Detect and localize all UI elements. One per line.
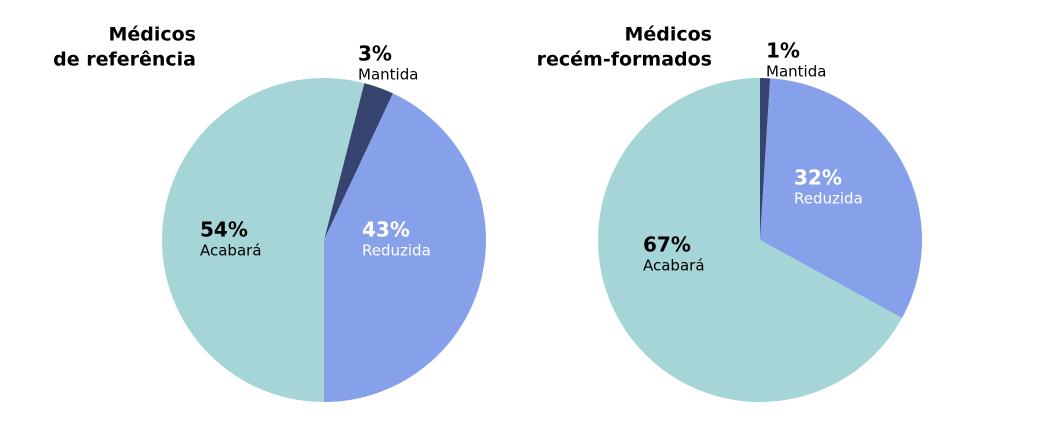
- pie-slice: [324, 83, 393, 240]
- slice-label: Reduzida: [362, 242, 431, 260]
- value-label: 3%: [358, 42, 392, 66]
- chart-title: de referência: [53, 49, 196, 71]
- value-label: 67%: [643, 233, 691, 257]
- slice-label: Acabará: [200, 242, 262, 260]
- slice-label: Acabará: [643, 257, 705, 275]
- pie-slice: [324, 93, 487, 402]
- pie-slice: [760, 78, 771, 240]
- pie-slice: [760, 78, 922, 319]
- value-label: 43%: [362, 218, 410, 242]
- value-label: 54%: [200, 218, 248, 242]
- value-label: 32%: [794, 166, 842, 190]
- slice-label: Mantida: [358, 66, 418, 84]
- value-label: 1%: [766, 39, 800, 63]
- slice-label: Mantida: [766, 63, 826, 81]
- pie-slice: [162, 78, 365, 402]
- chart-title: recém-formados: [537, 49, 712, 71]
- chart-title: Médicos: [624, 24, 712, 46]
- pie-slice: [597, 78, 902, 403]
- chart-title: Médicos: [108, 24, 196, 46]
- slice-label: Reduzida: [794, 190, 863, 208]
